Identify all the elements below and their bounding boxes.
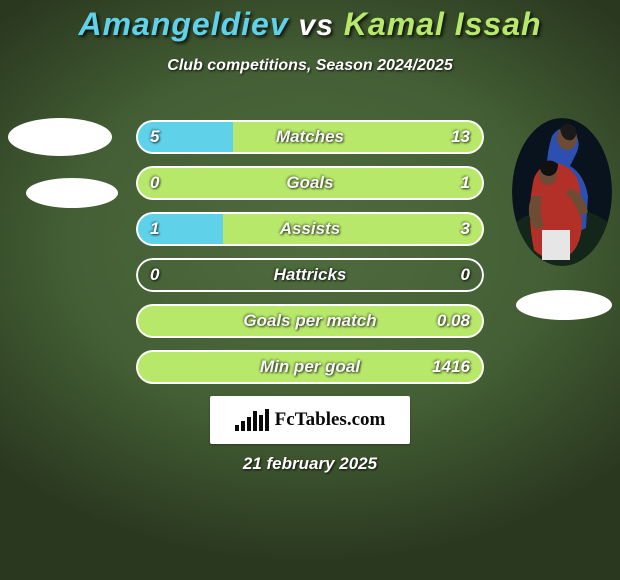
stat-row: 01Goals	[136, 166, 484, 200]
stat-row: 13Assists	[136, 212, 484, 246]
comparison-card: Amangeldiev vs Kamal Issah Club competit…	[0, 0, 620, 580]
logo-bars-icon	[235, 409, 269, 431]
stat-label: Goals	[136, 166, 484, 200]
avatar-left	[8, 118, 118, 208]
stat-label: Matches	[136, 120, 484, 154]
title-player2: Kamal Issah	[344, 6, 542, 42]
stat-label: Assists	[136, 212, 484, 246]
stat-label: Hattricks	[136, 258, 484, 292]
avatar-left-oval-2	[26, 178, 118, 208]
title: Amangeldiev vs Kamal Issah	[0, 6, 620, 43]
logo-bar	[265, 409, 269, 431]
title-vs: vs	[299, 9, 334, 42]
avatar-right-oval	[516, 290, 612, 320]
logo-bar	[247, 417, 251, 431]
stat-row: 1416Min per goal	[136, 350, 484, 384]
stat-row: 513Matches	[136, 120, 484, 154]
logo-bar	[235, 425, 239, 431]
subtitle: Club competitions, Season 2024/2025	[0, 57, 620, 75]
stat-label: Goals per match	[136, 304, 484, 338]
logo[interactable]: FcTables.com	[210, 396, 410, 444]
avatar-right	[512, 118, 612, 320]
logo-text: FcTables.com	[275, 409, 386, 431]
title-player1: Amangeldiev	[78, 6, 288, 42]
avatar-left-oval-1	[8, 118, 112, 156]
logo-bar	[253, 411, 257, 431]
avatar-right-photo-inner	[512, 118, 612, 266]
stat-row: 00Hattricks	[136, 258, 484, 292]
stat-label: Min per goal	[136, 350, 484, 384]
logo-bar	[259, 415, 263, 431]
date: 21 february 2025	[0, 454, 620, 474]
stats-list: 513Matches 01Goals 13Assists 00Hattricks 0.0…	[136, 120, 484, 396]
avatar-right-photo	[512, 118, 612, 266]
player-illustration-icon	[512, 118, 612, 266]
logo-bar	[241, 421, 245, 431]
stat-row: 0.08Goals per match	[136, 304, 484, 338]
